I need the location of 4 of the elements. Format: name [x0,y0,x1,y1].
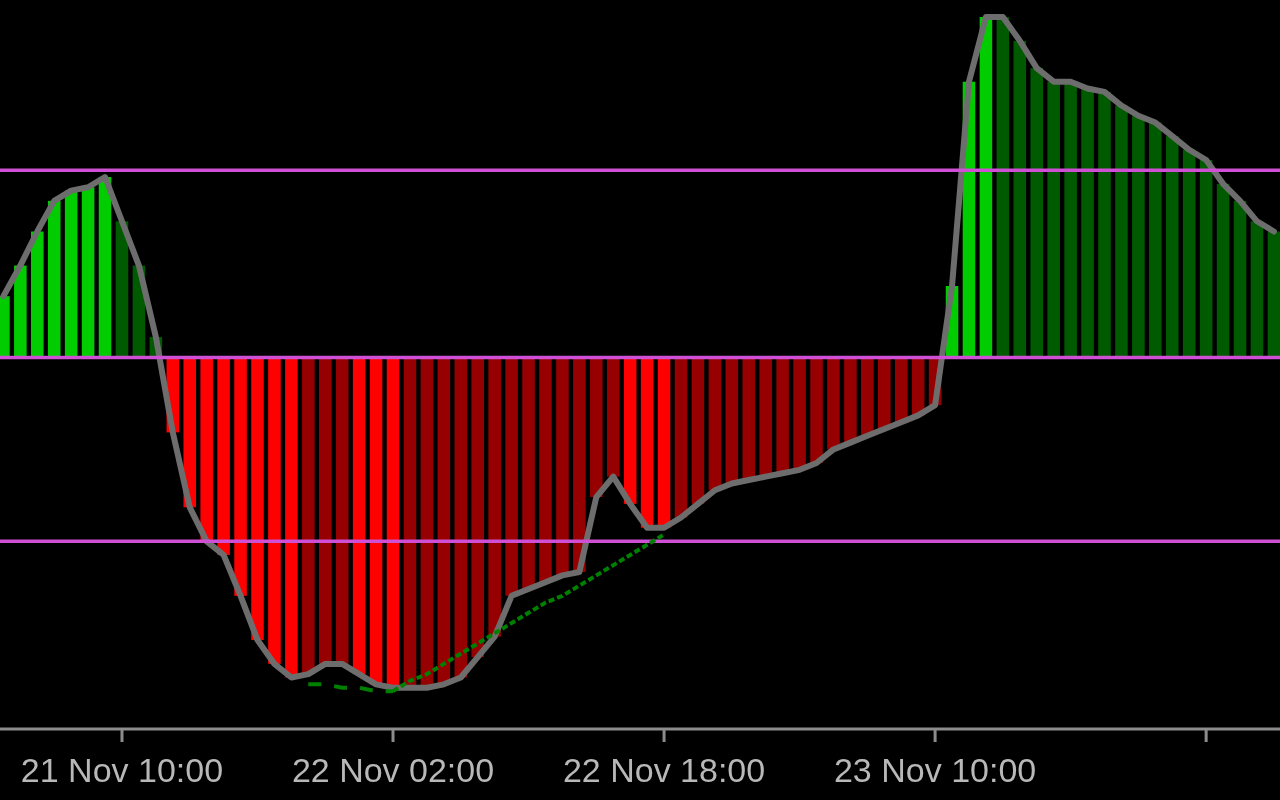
x-tick-label: 23 Nov 10:00 [833,751,1037,789]
x-tick-label: 22 Nov 02:00 [291,751,495,789]
x-tick-label: 21 Nov 10:00 [20,751,224,789]
x-tick-label: 22 Nov 18:00 [562,751,766,789]
